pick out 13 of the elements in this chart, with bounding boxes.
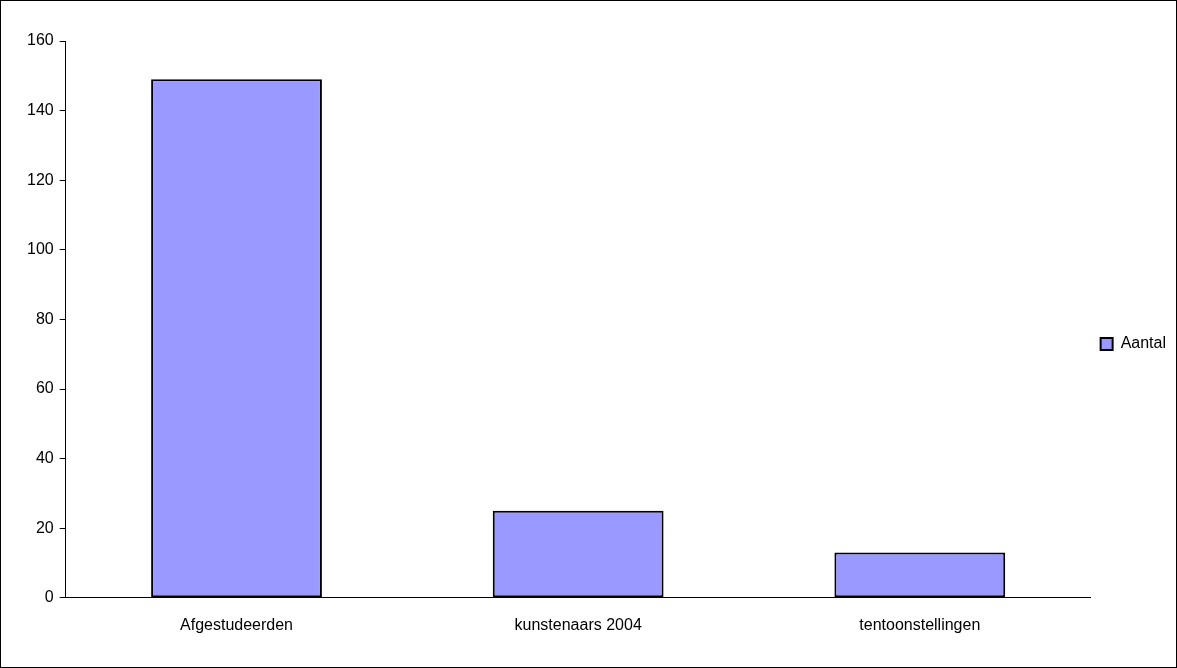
y-tick-label: 80 — [35, 309, 54, 327]
y-tick-label: 120 — [26, 170, 54, 188]
y-tick-label: 20 — [35, 518, 54, 536]
x-tick-label: Afgestudeerden — [180, 615, 294, 633]
y-tick-label: 0 — [44, 588, 54, 606]
y-tick-label: 160 — [26, 31, 54, 49]
x-tick-label: kunstenaars 2004 — [514, 615, 642, 633]
y-tick-label: 60 — [35, 379, 54, 397]
x-tick-label: tentoonstellingen — [859, 615, 981, 633]
y-tick-label: 100 — [26, 240, 54, 258]
legend-label: Aantal — [1120, 334, 1167, 352]
y-tick-label: 140 — [26, 101, 54, 119]
y-tick-label: 40 — [35, 449, 54, 467]
